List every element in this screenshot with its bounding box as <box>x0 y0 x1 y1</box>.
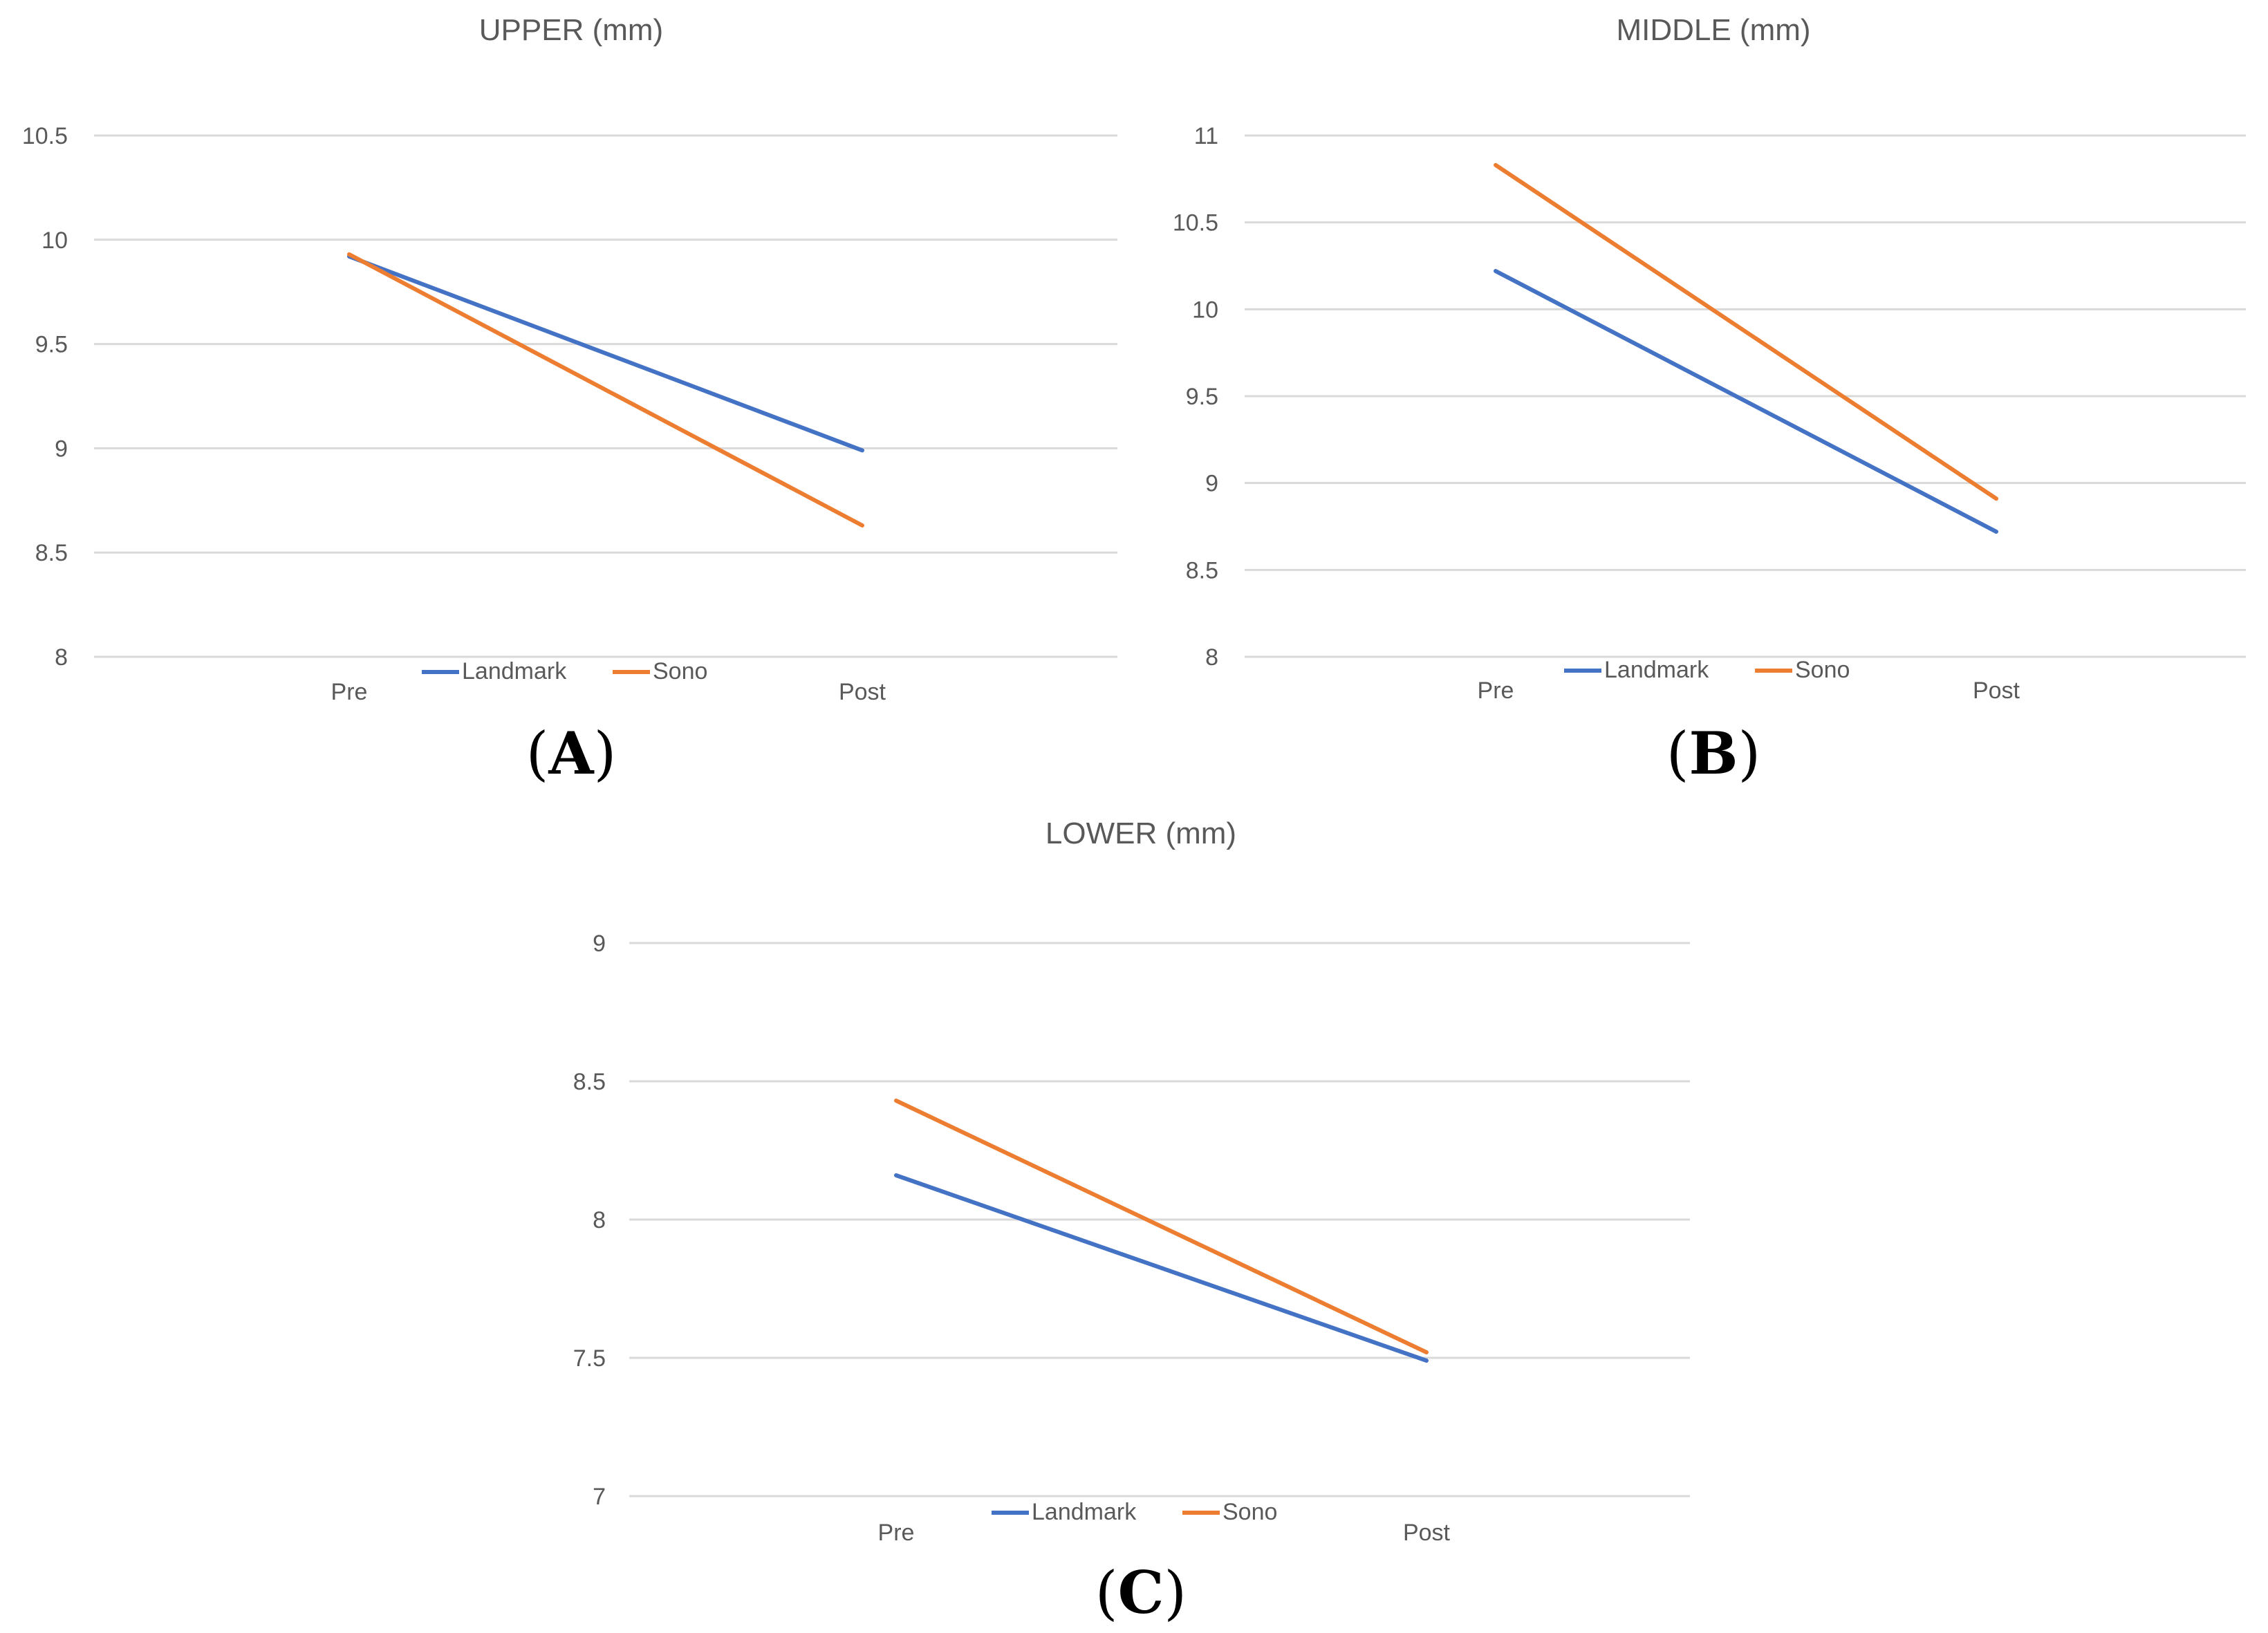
legend-label-sono: Sono <box>1795 657 1850 683</box>
y-tick-label: 9.5 <box>35 332 68 358</box>
y-tick-label: 8 <box>1205 644 1218 671</box>
legend: Landmark Sono <box>1564 657 1850 683</box>
series-line-landmark <box>347 254 864 453</box>
x-tick-label: Pre <box>878 1520 915 1546</box>
legend: Landmark Sono <box>992 1499 1277 1525</box>
legend-label-landmark: Landmark <box>1032 1499 1137 1525</box>
y-tick-label: 10 <box>41 227 68 254</box>
panel-letter-a: A <box>548 719 594 787</box>
y-tick-label: 9 <box>1205 471 1218 497</box>
chart-c: LOWER (mm) 7 7.5 8 8.5 9 Pre Post Landmark Sono <box>573 816 1690 1546</box>
y-tick-label: 7.5 <box>573 1345 606 1372</box>
chart-title: MIDDLE (mm) <box>1616 13 1810 47</box>
panel-label-a: (A) <box>526 719 617 787</box>
x-tick-label: Pre <box>1478 678 1514 704</box>
legend: Landmark Sono <box>422 658 707 684</box>
y-tick-label: 9 <box>593 931 606 957</box>
y-tick-label: 9.5 <box>1186 384 1218 410</box>
chart-title: UPPER (mm) <box>479 13 663 47</box>
x-tick-label: Post <box>839 679 886 705</box>
series-line-sono <box>894 1099 1429 1354</box>
y-tick-label: 8.5 <box>1186 557 1218 584</box>
legend-label-landmark: Landmark <box>462 658 567 684</box>
legend-label-landmark: Landmark <box>1604 657 1709 683</box>
chart-a: UPPER (mm) 8 8.5 9 9.5 10 10.5 Pre Post Landmark S… <box>22 13 1117 705</box>
y-tick-label: 10.5 <box>22 123 68 149</box>
panel-letter-b: B <box>1689 719 1738 787</box>
panel-label-b: (B) <box>1666 719 1761 787</box>
y-tick-label: 7 <box>593 1484 606 1510</box>
panel-label-c: (C) <box>1095 1558 1187 1627</box>
y-tick-label: 10 <box>1192 297 1218 323</box>
x-tick-label: Pre <box>331 679 368 705</box>
y-tick-label: 9 <box>55 436 68 462</box>
legend-label-sono: Sono <box>653 658 707 684</box>
series-line-sono <box>1494 162 1998 501</box>
series-line-sono <box>347 252 864 528</box>
y-tick-label: 8 <box>55 644 68 671</box>
y-tick-label: 8.5 <box>35 540 68 566</box>
y-tick-label: 8 <box>593 1207 606 1233</box>
series-line-landmark <box>1494 269 1998 534</box>
x-tick-label: Post <box>1403 1520 1451 1546</box>
legend-label-sono: Sono <box>1223 1499 1277 1525</box>
series-line-landmark <box>894 1173 1429 1363</box>
y-tick-label: 8.5 <box>573 1069 606 1095</box>
panel-letter-c: C <box>1117 1558 1164 1627</box>
y-tick-label: 11 <box>1194 123 1218 149</box>
chart-title: LOWER (mm) <box>1045 816 1236 850</box>
y-tick-label: 10.5 <box>1173 210 1218 236</box>
chart-b: MIDDLE (mm) 8 8.5 9 9.5 10 10.5 11 Pre Post Landma… <box>1173 13 2246 704</box>
x-tick-label: Post <box>1973 678 2020 704</box>
